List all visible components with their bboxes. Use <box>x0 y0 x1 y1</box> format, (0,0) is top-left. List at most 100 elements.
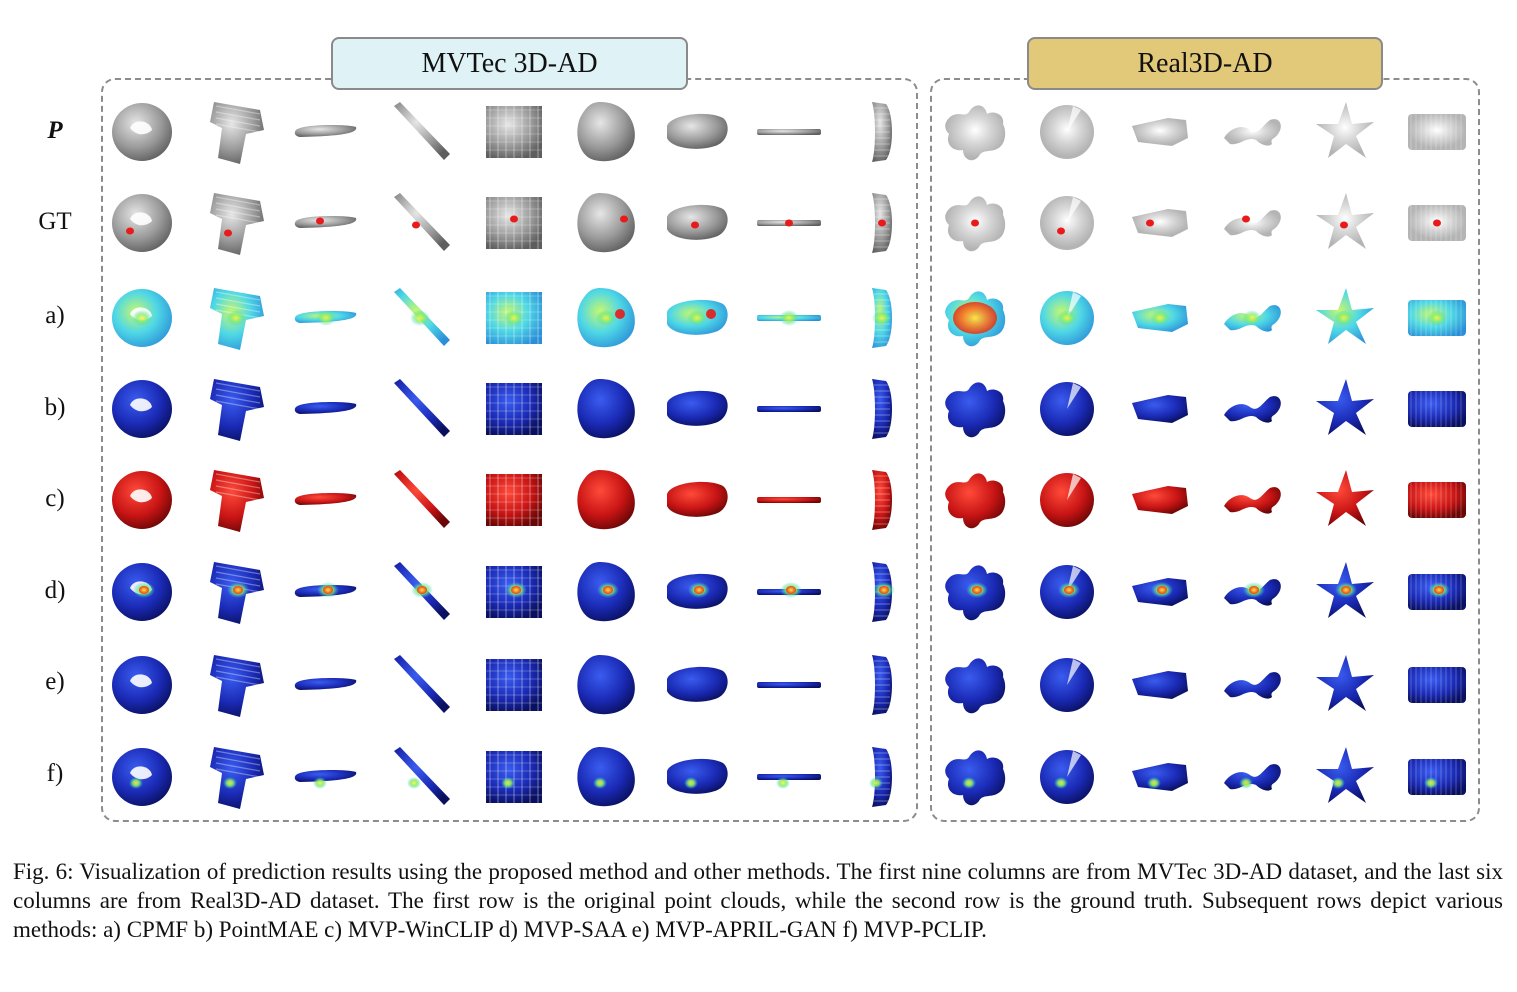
thumb-airplane-row7 <box>945 750 1006 806</box>
thumb-potato-row0 <box>667 113 728 149</box>
thumb-shell-box-row1 <box>1408 205 1466 241</box>
thumb-airplane-row2 <box>945 291 1006 347</box>
real3d-ad-label: Real3D-AD <box>1027 37 1383 90</box>
thumb-dowel-grid-row1 <box>486 197 542 249</box>
thumb-car-row3 <box>1132 395 1188 423</box>
thumb-potato-row5 <box>667 573 728 609</box>
thumb-carrot-row0 <box>294 125 357 137</box>
thumb-starfish-row2 <box>1316 288 1374 344</box>
thumb-airplane-row6 <box>945 658 1006 714</box>
mvtec-3d-ad-label: MVTec 3D-AD <box>331 37 688 90</box>
thumb-starfish-row3 <box>1316 379 1374 435</box>
thumb-carrot-row6 <box>294 678 357 690</box>
prediction-grid <box>112 102 1466 809</box>
thumb-cable-gland-row1 <box>210 193 264 255</box>
thumb-candybar-row5 <box>1040 565 1094 619</box>
thumb-dowel-grid-row6 <box>486 659 542 711</box>
thumb-candybar-row6 <box>1040 658 1094 712</box>
thumb-cookie-stick-row3 <box>394 379 450 437</box>
thumb-cable-gland-row0 <box>210 102 264 164</box>
thumb-cookie-stick-row1 <box>394 193 450 251</box>
thumb-car-row6 <box>1132 671 1188 699</box>
thumb-seahorse-row0 <box>1224 119 1281 146</box>
row-label-e: e) <box>45 668 65 695</box>
thumb-rope-row6 <box>757 682 821 688</box>
thumb-car-row4 <box>1132 486 1188 514</box>
thumb-cable-gland-row3 <box>210 379 264 441</box>
thumb-cookie-stick-row5 <box>394 562 450 620</box>
thumb-tire-row4 <box>872 470 892 530</box>
thumb-shell-box-row3 <box>1408 391 1466 427</box>
thumb-shell-box-row4 <box>1408 482 1466 518</box>
thumb-starfish-row5 <box>1316 562 1374 618</box>
thumb-tire-row2 <box>872 288 892 348</box>
thumb-bagel-row2 <box>112 289 172 347</box>
row-label-gt: GT <box>38 208 72 235</box>
thumb-potato-row7 <box>667 758 728 794</box>
thumb-carrot-row2 <box>294 310 357 326</box>
thumb-shell-box-row5 <box>1408 574 1466 610</box>
thumb-shell-box-row0 <box>1408 114 1466 150</box>
thumb-peach-row3 <box>577 379 635 439</box>
thumb-candybar-row3 <box>1040 382 1094 436</box>
thumb-seahorse-row2 <box>1224 305 1281 332</box>
thumb-seahorse-row4 <box>1224 487 1281 514</box>
thumb-rope-row2 <box>757 310 821 326</box>
thumb-carrot-row3 <box>294 402 357 414</box>
row-label-c: c) <box>45 485 65 512</box>
thumb-peach-row7 <box>577 747 635 807</box>
thumb-cookie-stick-row6 <box>394 655 450 713</box>
thumb-bagel-row0 <box>112 103 172 161</box>
row-label-d: d) <box>44 577 66 604</box>
thumb-seahorse-row5 <box>1224 579 1281 606</box>
thumb-seahorse-row6 <box>1224 672 1281 699</box>
thumb-cookie-stick-row4 <box>394 470 450 528</box>
thumb-peach-row6 <box>577 655 635 715</box>
thumb-bagel-row7 <box>112 748 172 806</box>
thumb-cookie-stick-row0 <box>394 102 450 160</box>
thumb-cookie-stick-row2 <box>394 288 450 346</box>
row-label-a: a) <box>45 302 65 329</box>
thumb-rope-row1 <box>757 219 821 227</box>
thumb-bagel-row3 <box>112 380 172 438</box>
thumb-cable-gland-row6 <box>210 655 264 717</box>
thumb-candybar-row0 <box>1040 105 1094 159</box>
thumb-dowel-grid-row0 <box>486 106 542 158</box>
thumb-dowel-grid-row4 <box>486 474 542 526</box>
row-label-b: b) <box>44 394 66 421</box>
thumb-dowel-grid-row2 <box>486 292 542 344</box>
thumb-potato-row4 <box>667 481 728 517</box>
thumb-cable-gland-row7 <box>210 747 264 809</box>
thumb-peach-row0 <box>577 102 635 162</box>
thumb-cable-gland-row5 <box>210 562 264 624</box>
thumb-cable-gland-row2 <box>210 288 264 350</box>
thumb-shell-box-row7 <box>1408 759 1466 795</box>
thumb-starfish-row6 <box>1316 655 1374 711</box>
thumb-shell-box-row6 <box>1408 667 1466 703</box>
thumb-rope-row0 <box>757 129 821 135</box>
thumb-potato-row2 <box>667 299 728 335</box>
thumb-carrot-row7 <box>294 770 357 789</box>
thumb-rope-row4 <box>757 497 821 503</box>
thumb-rope-row5 <box>757 582 821 598</box>
thumb-starfish-row4 <box>1316 470 1374 526</box>
thumb-tire-row6 <box>872 655 892 715</box>
thumb-potato-row6 <box>667 666 728 702</box>
thumb-starfish-row1 <box>1316 193 1374 249</box>
thumb-cable-gland-row4 <box>210 470 264 532</box>
thumb-car-row0 <box>1132 118 1188 146</box>
thumb-rope-row7 <box>757 774 821 789</box>
thumb-peach-row1 <box>577 193 635 253</box>
thumb-shell-box-row2 <box>1408 300 1466 336</box>
thumb-airplane-row4 <box>945 473 1006 529</box>
thumb-rope-row3 <box>757 406 821 412</box>
thumb-potato-row3 <box>667 390 728 426</box>
thumb-peach-row2 <box>577 288 635 348</box>
thumb-starfish-row0 <box>1316 102 1374 158</box>
thumb-bagel-row4 <box>112 471 172 529</box>
thumb-airplane-row5 <box>945 565 1006 621</box>
thumb-cookie-stick-row7 <box>394 747 450 805</box>
thumb-dowel-grid-row7 <box>486 751 542 803</box>
thumb-candybar-row4 <box>1040 473 1094 527</box>
thumb-bagel-row1 <box>112 194 172 252</box>
